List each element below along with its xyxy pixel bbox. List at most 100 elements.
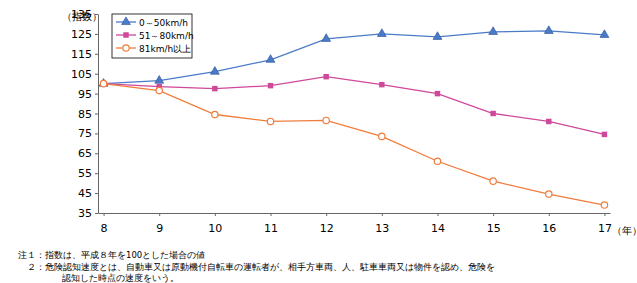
x-axis-line (99, 213, 611, 214)
series-line (104, 77, 605, 135)
y-tick-mark (95, 133, 98, 134)
point (268, 83, 273, 88)
point (212, 86, 217, 91)
x-tick: 9 (156, 213, 163, 235)
point (489, 27, 498, 35)
x-tick-label: 12 (320, 222, 334, 235)
y-tick-label: 95 (78, 88, 92, 101)
y-tick-label: 45 (78, 187, 92, 200)
x-tick-label: 16 (542, 222, 556, 235)
point (435, 91, 440, 96)
y-tick: 65 (78, 147, 98, 160)
y-tick-mark (95, 54, 98, 55)
x-tick-mark (382, 213, 383, 216)
chart: 3545556575859510511512513589101112131415… (0, 0, 637, 283)
legend-label: 81km/h以上 (139, 44, 191, 54)
point (212, 111, 218, 117)
point (434, 158, 440, 164)
y-tick-mark (95, 213, 98, 214)
y-tick: 95 (78, 88, 98, 101)
y-tick-label: 75 (78, 127, 92, 140)
x-tick-label: 11 (264, 222, 278, 235)
y-axis-line (98, 15, 99, 214)
y-axis-title: （指数） (62, 11, 102, 22)
x-tick-mark (493, 213, 494, 216)
y-tick-mark (95, 34, 98, 35)
x-tick: 14 (431, 213, 445, 235)
x-tick-mark (104, 213, 105, 216)
y-tick-mark (95, 94, 98, 95)
point (379, 82, 384, 87)
y-tick: 125 (71, 28, 98, 41)
point (155, 76, 164, 84)
y-tick-label: 55 (78, 167, 92, 180)
y-tick: 85 (78, 108, 98, 121)
point (323, 117, 329, 123)
legend: 0～50km/h 51～80km/h 81km/h以上 (112, 14, 194, 58)
x-tick: 8 (101, 213, 108, 235)
point (379, 133, 385, 139)
point (100, 80, 106, 86)
x-tick: 15 (487, 213, 501, 235)
y-tick-label: 125 (71, 28, 92, 41)
y-tick-mark (95, 114, 98, 115)
y-tick: 115 (71, 48, 98, 61)
y-tick-label: 105 (71, 68, 92, 81)
y-tick-label: 115 (71, 48, 92, 61)
point (156, 87, 162, 93)
point (546, 191, 552, 197)
x-tick-label: 17 (598, 222, 612, 235)
series (101, 74, 607, 137)
point (490, 111, 495, 116)
plot-area (99, 26, 609, 208)
point (433, 32, 442, 40)
x-tick-label: 14 (431, 222, 445, 235)
point (544, 26, 553, 34)
y-tick-label: 85 (78, 108, 92, 121)
x-tick-mark (215, 213, 216, 216)
y-tick-label: 35 (78, 207, 92, 220)
y-tick: 75 (78, 127, 98, 140)
point (602, 132, 607, 137)
x-tick-label: 15 (487, 222, 501, 235)
legend-label: 0～50km/h (139, 18, 188, 28)
y-tick: 45 (78, 187, 98, 200)
legend-entry: 0～50km/h (116, 17, 188, 28)
x-tick-label: 9 (156, 222, 163, 235)
y-tick-mark (95, 74, 98, 75)
x-tick-label: 10 (208, 222, 222, 235)
point (490, 178, 496, 184)
legend-marker (123, 45, 129, 51)
x-axis: 8 9 10 11 12 13 14 15 16 17 (99, 213, 612, 235)
point (601, 202, 607, 208)
x-tick: 16 (542, 213, 556, 235)
y-tick-label: 65 (78, 147, 92, 160)
point (210, 67, 219, 75)
point (322, 34, 331, 42)
y-tick-mark (95, 153, 98, 154)
legend-entry: 51～80km/h (116, 31, 194, 41)
x-tick: 12 (320, 213, 334, 235)
x-tick-mark (326, 213, 327, 216)
x-tick-mark (437, 213, 438, 216)
y-axis: 35455565758595105115125135 (71, 8, 99, 220)
note: ２：危険認知速度とは、自動車又は原動機付自転車の運転者が、相手方車両、人、駐車車… (27, 262, 495, 272)
y-tick: 55 (78, 167, 98, 180)
point (600, 30, 609, 38)
x-tick: 10 (208, 213, 222, 235)
series-line (104, 84, 605, 205)
x-tick: 13 (375, 213, 389, 235)
legend-label: 51～80km/h (139, 31, 194, 41)
point (377, 29, 386, 37)
x-tick-label: 13 (375, 222, 389, 235)
series (100, 80, 607, 208)
y-tick-mark (95, 173, 98, 174)
x-tick-mark (549, 213, 550, 216)
note: 注１：指数は、平成８年を100とした場合の値 (18, 250, 205, 260)
x-axis-title: （年） (612, 225, 637, 236)
point (546, 119, 551, 124)
x-tick-mark (604, 213, 605, 216)
point (101, 81, 106, 86)
y-tick: 35 (78, 207, 98, 220)
legend-marker (123, 32, 128, 37)
